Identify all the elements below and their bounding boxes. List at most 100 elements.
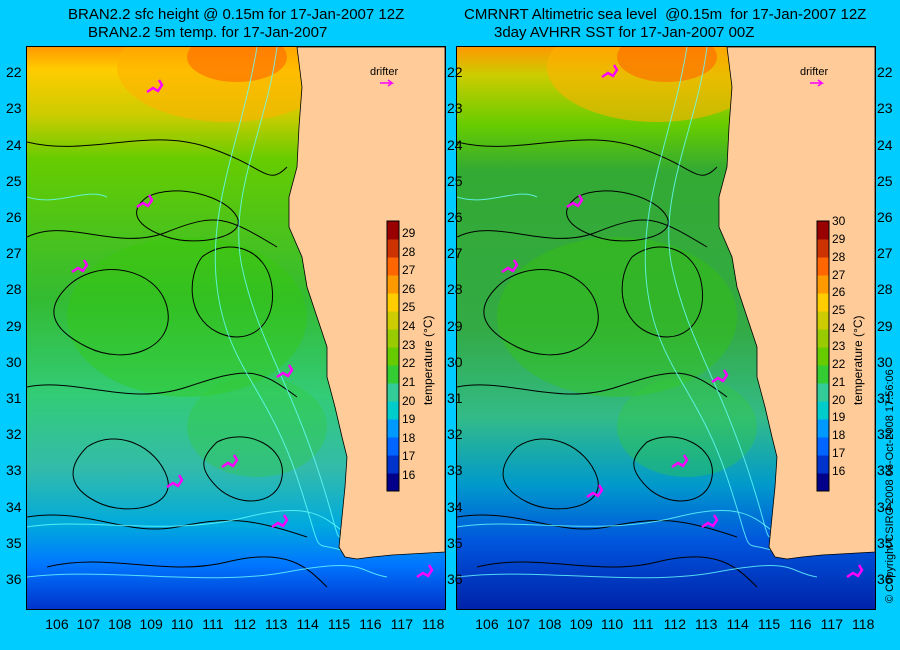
lat-label: 30: [6, 353, 22, 370]
colorbar-swatch: [387, 365, 399, 384]
lat-label: 35: [6, 534, 22, 551]
lat-label: 32: [6, 426, 22, 443]
colorbar-tick-label: 19: [402, 412, 416, 427]
lat-label: 26: [877, 208, 893, 225]
lon-label: 118: [422, 616, 445, 632]
lat-label: 33: [447, 462, 463, 479]
colorbar-swatch: [387, 275, 399, 294]
colorbar-swatch: [817, 239, 829, 258]
lat-label: 35: [877, 534, 893, 551]
lat-label: 27: [447, 245, 463, 262]
right-title: CMRNRT Altimetric sea level @0.15m for 1…: [464, 6, 866, 42]
lat-label: 29: [877, 317, 893, 334]
lat-label: 24: [447, 136, 463, 153]
colorbar-swatch: [387, 347, 399, 366]
colorbar-swatch: [817, 329, 829, 348]
drifter-track: [146, 79, 164, 94]
colorbar-swatch: [817, 257, 829, 276]
colorbar-swatch: [387, 455, 399, 474]
colorbar-tick-label: 28: [832, 249, 846, 264]
lon-label: 117: [390, 616, 413, 632]
drifter-track: [416, 564, 434, 579]
colorbar-tick-label: 17: [402, 449, 416, 464]
lon-label: 112: [233, 616, 256, 632]
colorbar-tick-label: 21: [832, 374, 846, 389]
drifter-track: [276, 364, 294, 379]
lat-label: 23: [877, 100, 893, 117]
colorbar-tick-label: 22: [832, 356, 846, 371]
lat-label: 31: [447, 389, 463, 406]
lat-label: 27: [877, 245, 893, 262]
lon-label: 112: [663, 616, 686, 632]
drifter-track: [166, 474, 184, 489]
land-area: [288, 47, 445, 560]
lon-label: 115: [757, 616, 781, 632]
drifter-legend-label: drifter: [370, 66, 399, 78]
lon-label: 110: [600, 616, 624, 632]
left-title: BRAN2.2 sfc height @ 0.15m for 17-Jan-20…: [68, 6, 404, 42]
colorbar-swatch: [817, 455, 829, 474]
drifter-track: [566, 194, 584, 209]
drifter-track: [501, 259, 519, 274]
lat-label: 34: [877, 498, 893, 515]
left-map: [27, 47, 445, 609]
colorbar-tick-label: 25: [402, 300, 416, 315]
colorbar-swatch: [387, 383, 399, 402]
left-map-panel: [26, 46, 446, 610]
drifter-track: [846, 564, 864, 579]
colorbar-title: temperature (°C): [421, 315, 435, 406]
colorbar-swatch: [387, 311, 399, 330]
lat-label: 36: [6, 570, 22, 587]
lat-label: 28: [877, 281, 893, 298]
lat-label: 25: [447, 172, 463, 189]
colorbar-tick-label: 26: [402, 281, 416, 296]
drifter-track: [271, 514, 289, 529]
colorbar-tick-label: 16: [402, 468, 416, 482]
colorbar-swatch: [817, 221, 829, 240]
right-title-line1: CMRNRT Altimetric sea level @0.15m for 1…: [464, 6, 867, 23]
lon-label: 111: [632, 616, 654, 632]
lat-label: 23: [6, 100, 22, 117]
lon-label: 114: [726, 616, 749, 632]
colorbar-swatch: [387, 221, 399, 240]
lat-label: 30: [877, 353, 893, 370]
colorbar-swatch: [817, 347, 829, 366]
lat-label: 28: [447, 281, 463, 298]
drifter-track: [136, 194, 154, 209]
colorbar-swatch: [817, 365, 829, 384]
right-title-line2: 3day AVHRR SST for 17-Jan-2007 00Z: [494, 24, 755, 41]
lat-label: 30: [447, 353, 463, 370]
colorbar-tick-label: 16: [832, 464, 846, 478]
land-area: [718, 47, 875, 560]
colorbar-tick-label: 20: [832, 392, 846, 407]
colorbar-tick-label: 23: [832, 339, 846, 353]
lat-label: 26: [447, 208, 463, 225]
lat-label: 26: [6, 208, 22, 225]
colorbar-tick-label: 19: [832, 410, 846, 425]
colorbar-tick-label: 23: [402, 337, 416, 352]
colorbar-swatch: [387, 239, 399, 258]
drifter-track: [586, 484, 604, 499]
lat-label: 31: [877, 389, 893, 406]
lon-label: 107: [76, 616, 101, 632]
colorbar-swatch: [817, 437, 829, 456]
colorbar-swatch: [817, 293, 829, 312]
lat-label: 23: [447, 100, 463, 117]
drifter-track: [221, 454, 239, 469]
lon-label: 106: [45, 616, 69, 632]
lat-label: 33: [877, 462, 893, 479]
lon-label: 115: [327, 616, 351, 632]
drifter-track: [601, 64, 619, 79]
lat-label: 34: [6, 498, 22, 515]
lat-label: 31: [6, 389, 22, 406]
colorbar-tick-label: 29: [832, 231, 846, 246]
lon-label: 109: [569, 616, 593, 632]
colorbar-swatch: [387, 329, 399, 348]
lon-label: 114: [296, 616, 319, 632]
colorbar-swatch: [387, 401, 399, 420]
lat-label: 28: [6, 281, 22, 298]
lon-label: 116: [789, 616, 812, 632]
left-title-line1: BRAN2.2 sfc height @ 0.15m for 17-Jan-20…: [68, 6, 405, 23]
lon-label: 116: [359, 616, 382, 632]
colorbar-tick-label: 18: [832, 428, 846, 443]
